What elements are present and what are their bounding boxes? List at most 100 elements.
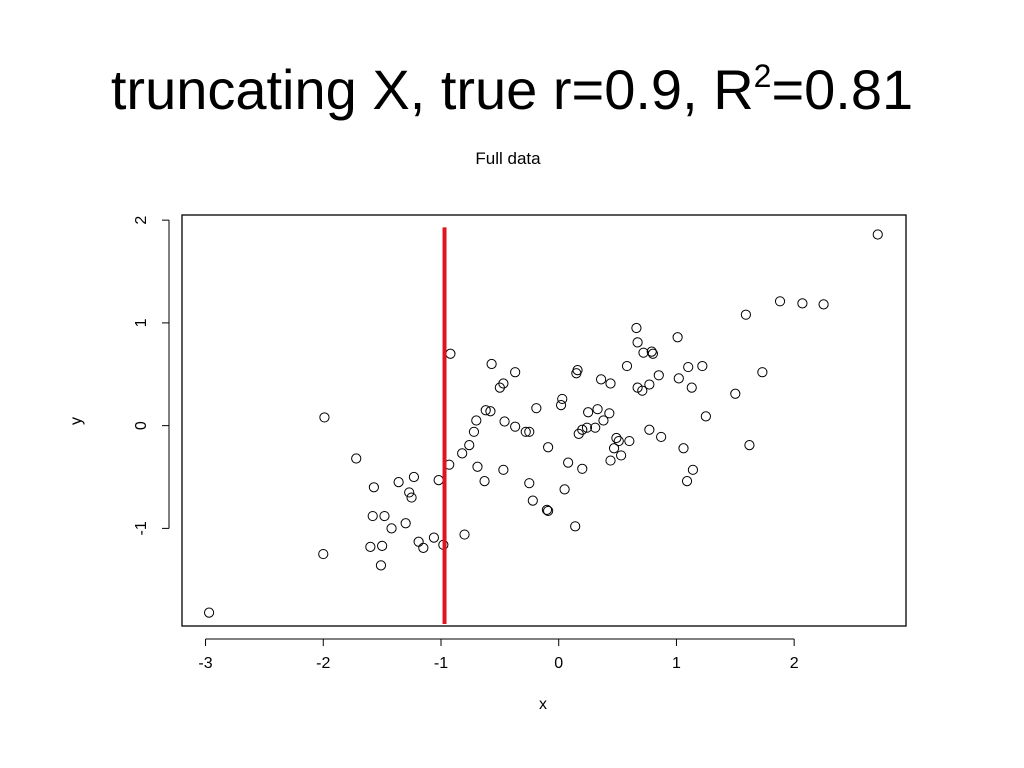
- data-point: [480, 405, 491, 416]
- x-tick-label: -2: [316, 655, 330, 672]
- data-point: [598, 415, 609, 426]
- data-point: [203, 607, 215, 618]
- data-point: [740, 309, 751, 320]
- data-point: [428, 532, 440, 543]
- data-point: [510, 367, 521, 378]
- data-point: [646, 346, 657, 357]
- data-point: [818, 299, 829, 310]
- x-tick-label: -3: [198, 655, 212, 672]
- data-point: [393, 477, 404, 488]
- data-point: [697, 360, 708, 372]
- data-point: [577, 463, 588, 474]
- data-point: [445, 348, 456, 359]
- data-point: [592, 404, 603, 415]
- data-point: [479, 476, 490, 487]
- data-point: [581, 422, 593, 433]
- data-point: [632, 337, 643, 348]
- data-point: [471, 415, 482, 426]
- data-point: [520, 426, 531, 437]
- data-point: [486, 358, 497, 370]
- data-point: [557, 393, 568, 405]
- data-point: [647, 348, 658, 359]
- data-point: [616, 450, 627, 461]
- data-point: [611, 432, 622, 444]
- data-point: [464, 440, 475, 451]
- chart-title: Full data: [475, 149, 541, 168]
- data-point: [498, 464, 509, 475]
- data-point: [318, 548, 329, 560]
- data-point: [872, 229, 883, 240]
- data-point: [365, 541, 376, 552]
- y-tick-label: -1: [133, 521, 150, 535]
- data-point: [678, 443, 689, 454]
- data-point: [563, 457, 574, 468]
- data-point: [367, 510, 378, 522]
- data-point: [595, 374, 607, 385]
- data-point: [570, 521, 581, 532]
- data-point: [673, 373, 684, 384]
- x-axis-label: x: [539, 696, 547, 713]
- y-tick-label: 0: [133, 421, 150, 430]
- y-tick-label: 2: [133, 216, 150, 225]
- data-point: [672, 332, 683, 343]
- scatter-points: [203, 229, 883, 618]
- y-tick-label: 1: [133, 318, 150, 327]
- data-point: [774, 296, 786, 307]
- y-axis: -1 0 1 2: [133, 216, 170, 536]
- data-point: [406, 492, 417, 503]
- data-point: [631, 322, 642, 334]
- data-point: [408, 471, 420, 483]
- data-point: [637, 385, 648, 396]
- data-point: [797, 298, 808, 309]
- data-point: [510, 421, 521, 432]
- data-point: [498, 378, 509, 389]
- data-point: [377, 540, 388, 551]
- data-point: [499, 416, 510, 427]
- data-point: [543, 442, 554, 453]
- data-point: [687, 464, 699, 475]
- data-point: [613, 435, 624, 447]
- data-point: [418, 542, 429, 554]
- data-point: [590, 422, 601, 433]
- data-point: [621, 360, 633, 372]
- slide-title: truncating X, true r=0.9, R2=0.81: [0, 60, 1024, 118]
- data-point: [531, 403, 542, 414]
- x-tick-label: 2: [790, 655, 799, 672]
- data-point: [524, 426, 535, 437]
- data-point: [653, 370, 664, 381]
- data-point: [644, 424, 655, 435]
- data-point: [368, 482, 379, 493]
- data-point: [457, 448, 468, 459]
- data-point: [604, 408, 615, 419]
- data-point: [683, 361, 694, 373]
- data-point: [686, 382, 697, 393]
- data-point: [404, 487, 415, 498]
- data-point: [583, 407, 594, 418]
- slide-title-suffix: =0.81: [771, 58, 914, 121]
- data-point: [559, 484, 570, 495]
- data-point: [577, 424, 588, 435]
- data-point: [730, 388, 741, 399]
- data-point: [413, 536, 424, 547]
- data-point: [386, 523, 397, 534]
- data-point: [757, 367, 768, 378]
- data-point: [468, 426, 480, 437]
- plot-frame: [181, 214, 907, 627]
- y-axis-label: y: [68, 417, 85, 425]
- data-point: [572, 365, 583, 376]
- data-point: [624, 435, 635, 447]
- data-point: [605, 455, 616, 466]
- data-point: [375, 560, 387, 571]
- data-point: [638, 347, 649, 358]
- data-point: [485, 406, 496, 417]
- x-tick-label: 0: [554, 655, 563, 672]
- x-tick-label: -1: [434, 655, 448, 672]
- data-point: [351, 453, 362, 464]
- data-point: [433, 474, 444, 486]
- data-point: [644, 379, 655, 390]
- data-point: [656, 431, 667, 443]
- data-point: [744, 440, 755, 451]
- x-axis: -3 -2 -1 0 1 2: [198, 638, 799, 672]
- data-point: [555, 399, 567, 411]
